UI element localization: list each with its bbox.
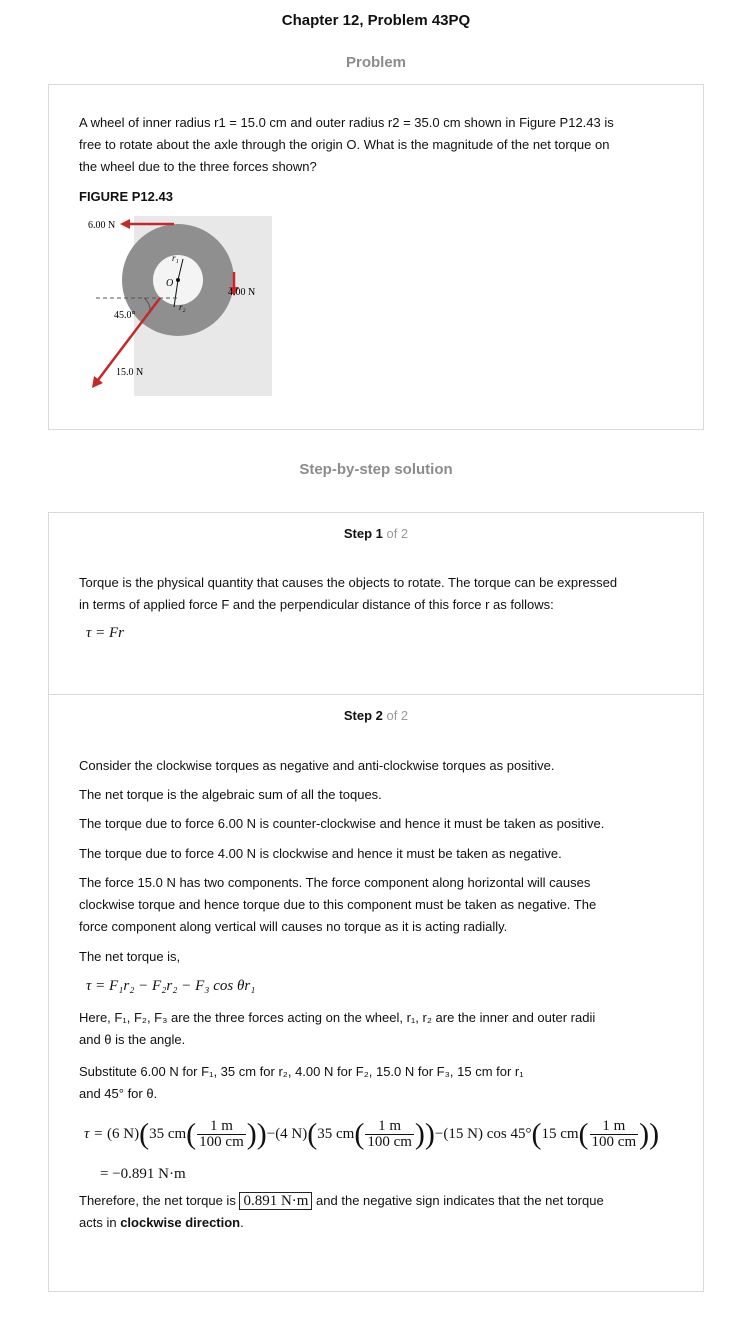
step2-line-5: The force 15.0 N has two components. The… [79, 872, 679, 938]
problem-line-1: A wheel of inner radius r1 = 15.0 cm and… [79, 115, 614, 130]
step2-here: Here, F₁, F₂, F₃ are the three forces ac… [79, 1007, 719, 1051]
wheel-figure: 6.00 N 4.00 N 15.0 N 45.0° r₁ r₂ O [82, 212, 274, 398]
eq-term1-num: 1 m [197, 1119, 246, 1136]
force-15n-arrow [97, 297, 161, 381]
eq-tau: τ = [84, 1126, 107, 1142]
step2-heading: Step 2 of 2 [0, 708, 752, 723]
acts-prefix: acts in [79, 1215, 121, 1230]
conclusion-suffix: and the negative sign indicates that the… [312, 1193, 604, 1208]
eq-term2-den: 100 cm [367, 1134, 412, 1151]
step1-formula: τ = Fr [86, 625, 124, 641]
r2-line [173, 279, 179, 308]
step2-line-4: The torque due to force 4.00 N is clockw… [79, 846, 562, 861]
angle-arc [143, 297, 151, 312]
conclusion-prefix: Therefore, the net torque is [79, 1193, 240, 1208]
step2-substitute: Substitute 6.00 N for F₁, 35 cm for r₂, … [79, 1061, 719, 1105]
problem-heading: Problem [345, 54, 406, 71]
step2-line-2: The net torque is the algebraic sum of a… [79, 787, 382, 802]
force-4n-label: 4.00 N [228, 287, 255, 298]
eq-term3-fraction: 1 m 100 cm [589, 1119, 639, 1151]
force-6n-label: 6.00 N [88, 220, 115, 231]
step1-box [48, 512, 704, 696]
conclusion-line-1: Therefore, the net torque is 0.891 N·m a… [79, 1190, 699, 1212]
here-line-b: and θ is the angle. [79, 1032, 186, 1047]
step1-heading: Step 1 of 2 [0, 526, 752, 541]
problem-text: A wheel of inner radius r1 = 15.0 cm and… [79, 112, 679, 178]
step2-box [48, 694, 704, 1292]
force-6n-arrowhead [120, 219, 130, 229]
eq-term1-force: (6 N) [107, 1126, 140, 1142]
step2-label: Step 2 [343, 708, 383, 723]
eq-term1-den: 100 cm [199, 1134, 244, 1151]
force-4n-arrowhead [229, 287, 239, 296]
page-title: Chapter 12, Problem 43PQ [281, 12, 471, 29]
eq-term3-length: 15 cm [541, 1126, 579, 1142]
result-line: = −0.891 N·m [100, 1166, 186, 1182]
origin-label: O [166, 278, 173, 289]
step2-line-5a: The force 15.0 N has two components. The… [79, 875, 591, 890]
step2-line-5c: force component along vertical will caus… [79, 919, 508, 934]
step2-line-6: The net torque is, [79, 949, 181, 964]
subst-line-a: Substitute 6.00 N for F₁, 35 cm for r₂, … [79, 1064, 524, 1079]
conclusion-line-2: acts in clockwise direction. [79, 1212, 699, 1234]
r1-label: r₁ [172, 253, 179, 263]
step2-of: of 2 [382, 708, 409, 723]
eq-term1-fraction: 1 m 100 cm [197, 1119, 246, 1150]
step2-line-3: The torque due to force 6.00 N is counte… [79, 816, 605, 831]
eq-term2-fraction: 1 m 100 cm [365, 1119, 414, 1150]
step1-label: Step 1 [343, 526, 383, 541]
step1-text: Torque is the physical quantity that cau… [79, 572, 679, 616]
figure-label: FIGURE P12.43 [79, 189, 173, 204]
step1-line-1: Torque is the physical quantity that cau… [79, 575, 618, 590]
substitution-equation: τ = (6 N)(35 cm(1 m 100 cm))−(4 N)(35 cm(… [84, 1117, 660, 1151]
wheel-diagram: 6.00 N 4.00 N 15.0 N 45.0° r₁ r₂ O [88, 216, 272, 396]
r1-line [177, 258, 184, 281]
force-15n-label: 15.0 N [116, 367, 143, 378]
eq-term2-length: 35 cm [317, 1126, 355, 1142]
answer-box: 0.891 N·m [239, 1192, 313, 1210]
here-line-a: Here, F₁, F₂, F₃ are the three forces ac… [79, 1010, 596, 1025]
eq-minus-1: − [266, 1126, 276, 1142]
step2-line-5b: clockwise torque and hence torque due to… [79, 897, 597, 912]
eq-minus-2: − [434, 1126, 444, 1142]
force-15n-arrowhead [92, 376, 103, 388]
acts-suffix: . [240, 1215, 244, 1230]
eq-term2-num: 1 m [365, 1119, 414, 1136]
angle-label: 45.0° [114, 310, 136, 321]
problem-line-2: free to rotate about the axle through th… [79, 137, 610, 152]
eq-term3-den: 100 cm [591, 1134, 637, 1151]
conclusion: Therefore, the net torque is 0.891 N·m a… [79, 1190, 699, 1234]
step2-line-1: Consider the clockwise torques as negati… [79, 758, 555, 773]
step1-of: of 2 [382, 526, 409, 541]
eq-term1-length: 35 cm [149, 1126, 187, 1142]
r2-label: r₂ [179, 302, 186, 312]
step1-line-2: in terms of applied force F and the perp… [79, 597, 554, 612]
eq-term3-num: 1 m [589, 1119, 639, 1136]
solution-heading: Step-by-step solution [299, 461, 453, 478]
problem-line-3: the wheel due to the three forces shown? [79, 159, 317, 174]
direction-bold: clockwise direction [120, 1215, 241, 1230]
eq-term2-force: (4 N) [275, 1126, 308, 1142]
subst-line-b: and 45° for θ. [79, 1086, 158, 1101]
net-torque-formula: τ = F₁r₂ − F₂r₂ − F₃ cos θr₁ [86, 978, 256, 994]
eq-term3-force: (15 N) cos 45° [443, 1126, 532, 1142]
